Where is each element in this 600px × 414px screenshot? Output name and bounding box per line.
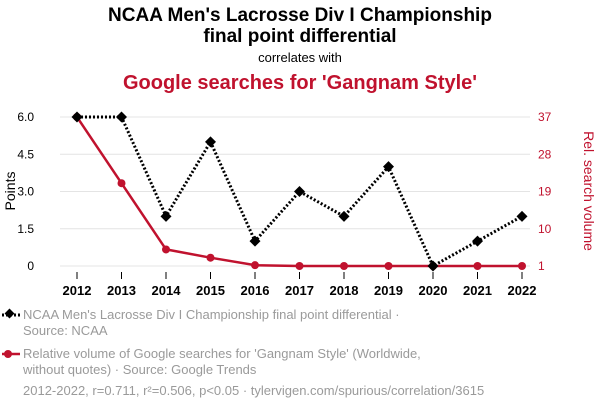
data-point-gangnam — [295, 262, 304, 270]
right-tick-label: 19 — [538, 185, 552, 199]
data-point-ncaa — [294, 186, 305, 197]
x-axis-ticks: 2012 2013 2014 2015 2016 2017 2018 2019 2020 2021… — [63, 272, 537, 298]
data-point-ncaa — [383, 161, 394, 173]
data-point-ncaa — [205, 136, 216, 148]
x-tick-label: 2015 — [196, 283, 225, 298]
right-tick-label: 28 — [538, 147, 552, 161]
chart-title-line-1: NCAA Men's Lacrosse Div I Championship — [108, 5, 492, 26]
left-axis-ticks: 0 1.5 3.0 4.5 6.0 — [17, 110, 34, 273]
data-point-ncaa — [71, 111, 83, 123]
legend-item-gangnam-line-1: Relative volume of Google searches for '… — [23, 346, 421, 361]
left-tick-label: 6.0 — [17, 110, 34, 124]
left-tick-label: 1.5 — [17, 222, 34, 236]
data-point-ncaa — [516, 210, 528, 222]
right-tick-label: 1 — [538, 259, 545, 273]
data-point-ncaa — [427, 260, 439, 272]
data-point-gangnam — [384, 262, 393, 270]
data-point-ncaa — [160, 210, 172, 222]
right-axis-label: Rel. search volume — [581, 131, 597, 251]
data-point-ncaa — [338, 210, 350, 222]
right-tick-label: 10 — [538, 222, 552, 236]
legend-swatch-ncaa — [2, 308, 20, 319]
chart-title-line-2: final point differential — [203, 26, 396, 47]
chart-subtitle: Google searches for 'Gangnam Style' — [123, 72, 477, 94]
legend-item-gangnam-line-2: without quotes) · Source: Google Trends — [23, 362, 257, 377]
series-line-ncaa — [77, 115, 523, 268]
left-tick-label: 3.0 — [17, 185, 34, 199]
right-tick-label: 37 — [538, 110, 552, 124]
data-point-gangnam — [206, 253, 215, 262]
legend-item-ncaa: NCAA Men's Lacrosse Div I Championship f… — [23, 307, 400, 339]
legend-item-ncaa-line-2: Source: NCAA — [23, 323, 108, 338]
data-point-ncaa — [116, 111, 127, 123]
data-point-gangnam — [340, 262, 348, 270]
x-tick-label: 2018 — [330, 283, 359, 298]
data-point-ncaa — [249, 235, 261, 247]
series-layer — [71, 111, 528, 272]
left-tick-label: 0 — [27, 259, 34, 273]
left-tick-label: 4.5 — [17, 147, 34, 161]
footer-stats: 2012-2022, r=0.711, r²=0.506, p<0.05 · t… — [23, 383, 485, 398]
left-axis-label: Points — [2, 172, 18, 211]
data-point-gangnam — [251, 261, 259, 270]
data-point-gangnam — [473, 262, 482, 270]
legend-item-gangnam: Relative volume of Google searches for '… — [23, 346, 421, 378]
data-point-gangnam — [518, 262, 526, 270]
x-tick-label: 2013 — [107, 283, 136, 298]
x-tick-label: 2021 — [463, 283, 492, 298]
x-tick-label: 2020 — [419, 283, 448, 298]
x-tick-label: 2019 — [374, 283, 403, 298]
x-tick-label: 2017 — [285, 283, 314, 298]
correlates-with-text: correlates with — [258, 50, 342, 65]
x-tick-label: 2016 — [241, 283, 270, 298]
x-tick-label: 2014 — [152, 283, 182, 298]
legend-item-ncaa-line-1: NCAA Men's Lacrosse Div I Championship f… — [23, 307, 400, 322]
legend-swatch-gangnam — [2, 350, 20, 358]
right-axis-ticks: 1 10 19 28 37 — [538, 110, 552, 273]
x-tick-label: 2022 — [508, 283, 537, 298]
x-tick-label: 2012 — [63, 283, 92, 298]
data-point-ncaa — [472, 235, 483, 247]
data-point-gangnam — [162, 245, 170, 254]
data-point-gangnam — [117, 179, 126, 188]
